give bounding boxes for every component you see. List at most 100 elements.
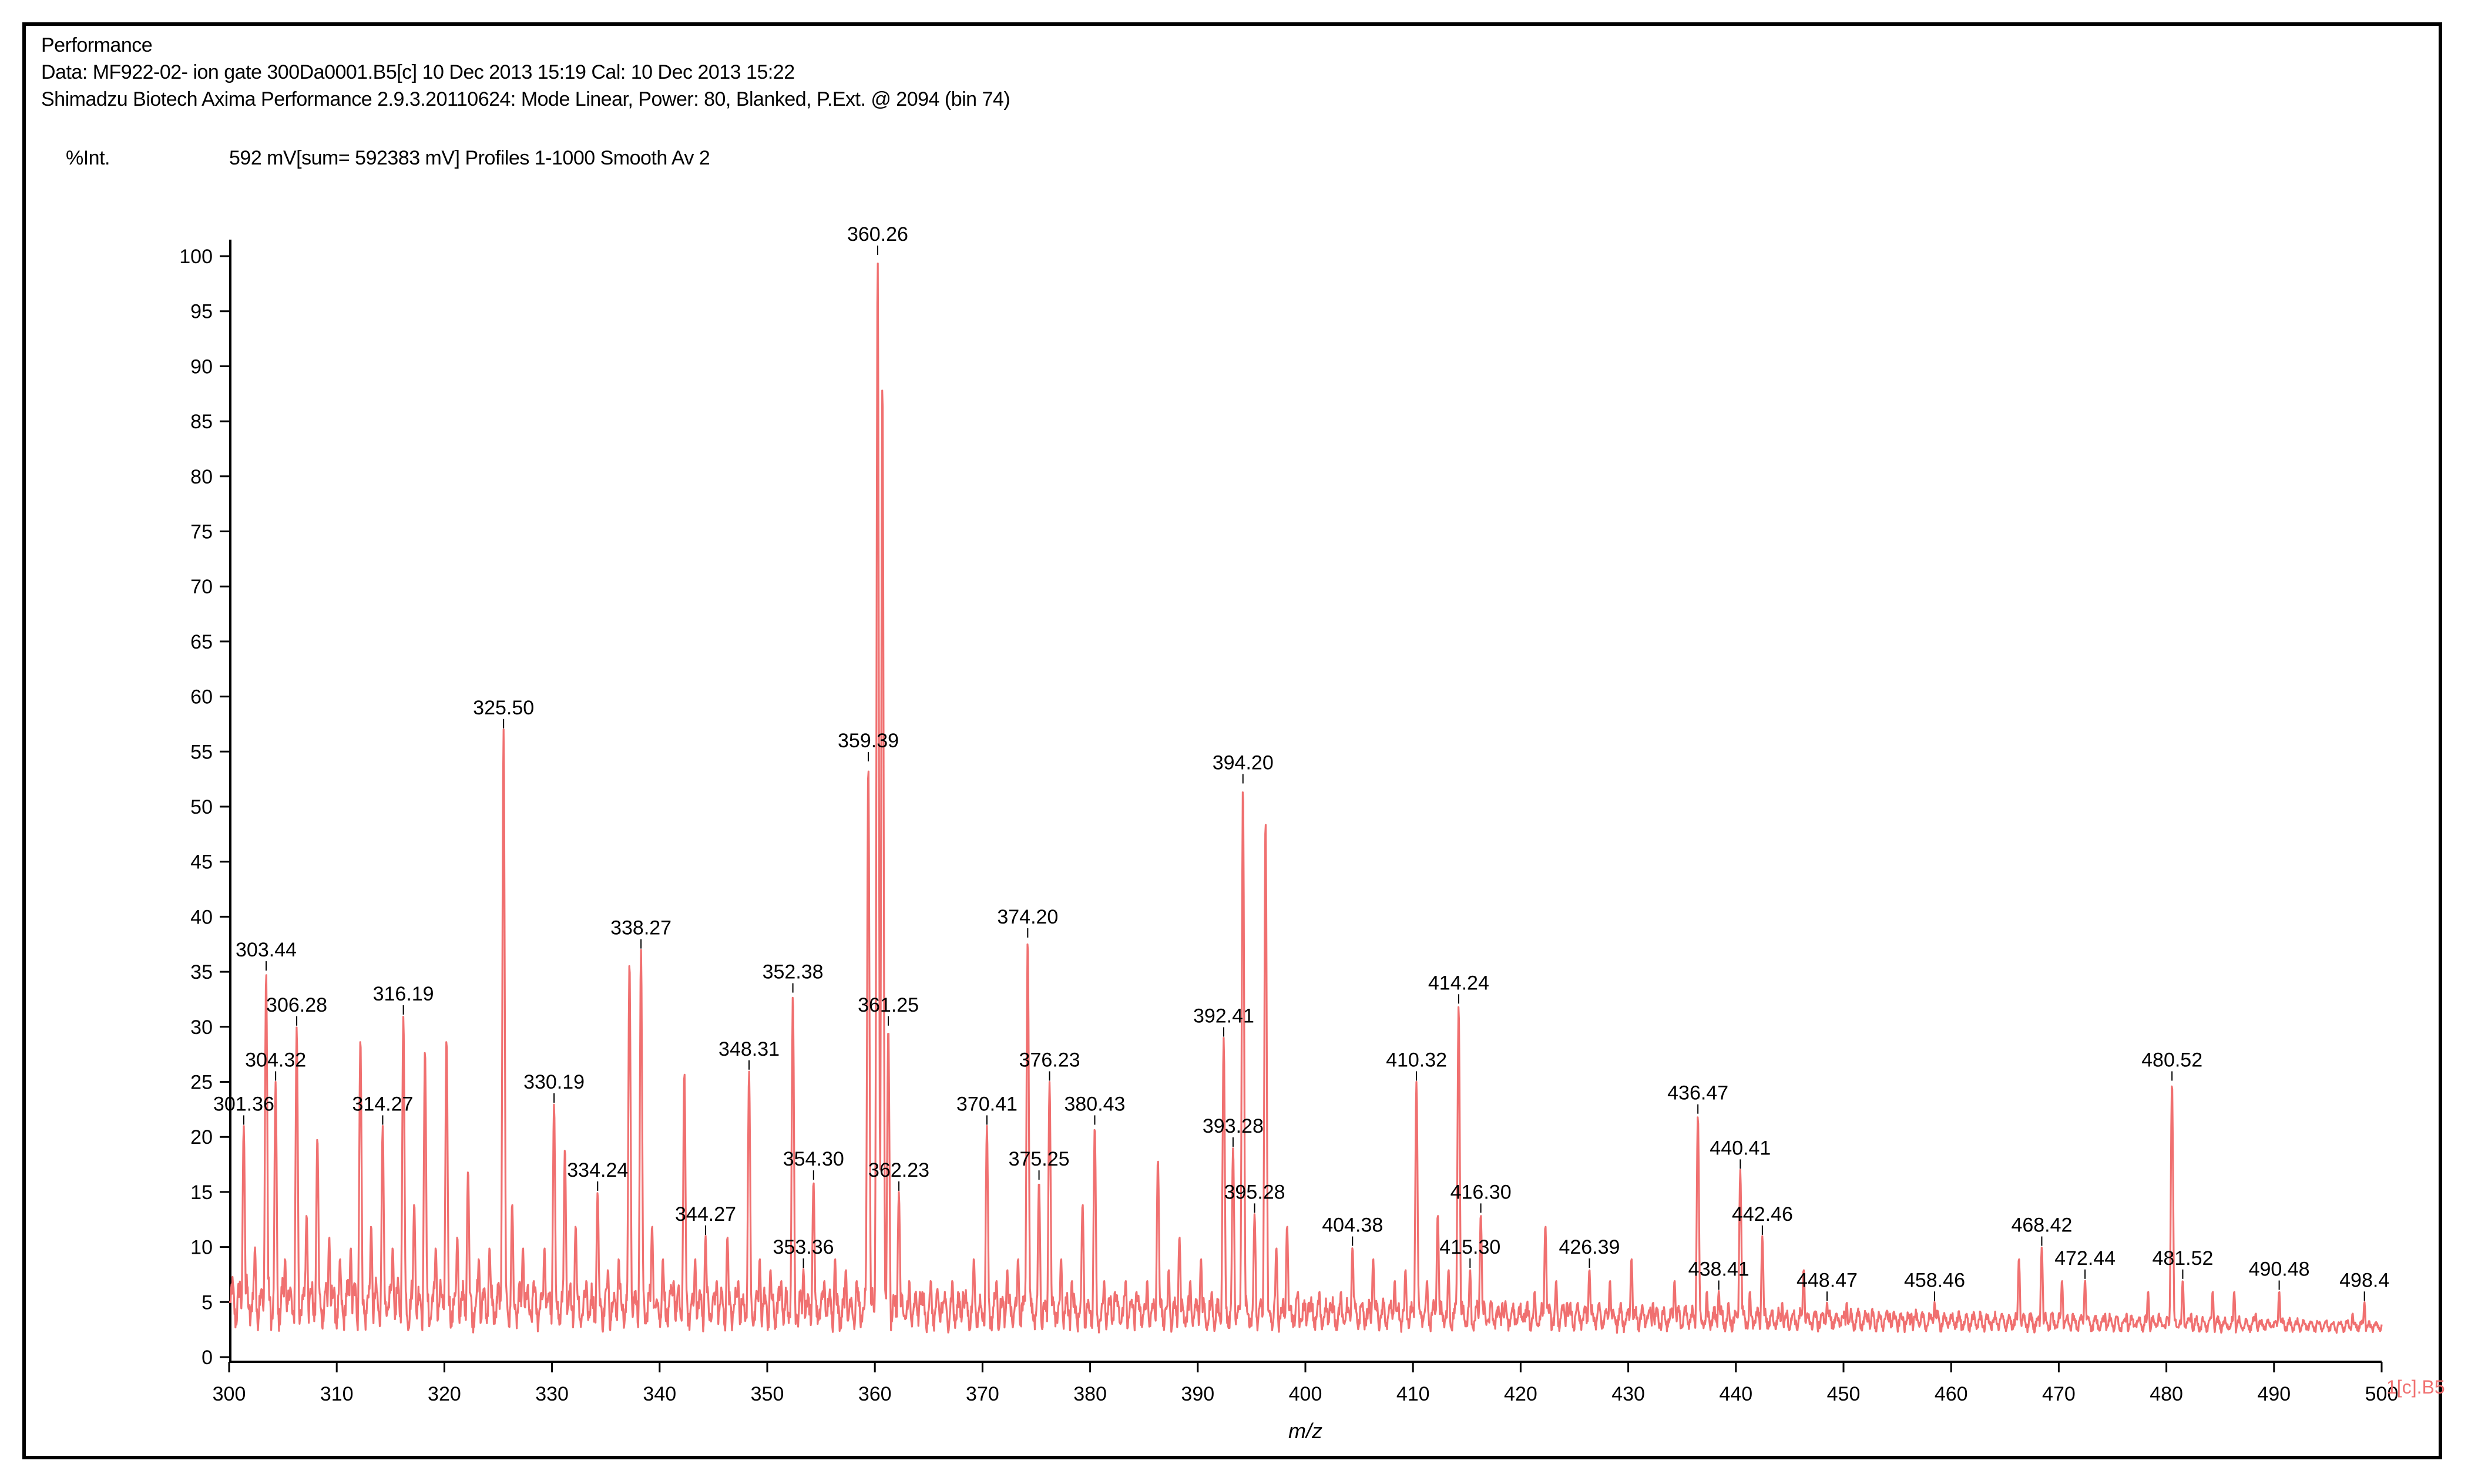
x-tick-label-480: 480 xyxy=(2150,1383,2183,1405)
peak-label-344.27: 344.27 xyxy=(675,1203,736,1226)
peak-label-416.30: 416.30 xyxy=(1450,1181,1512,1203)
y-tick-label-50: 50 xyxy=(190,796,213,818)
peak-label-376.23: 376.23 xyxy=(1019,1049,1080,1072)
peak-label-380.43: 380.43 xyxy=(1064,1093,1125,1115)
x-tick-label-430: 430 xyxy=(1611,1383,1645,1405)
peak-label-440.41: 440.41 xyxy=(1710,1137,1771,1159)
trace-tag: 1[c].B5 xyxy=(2386,1376,2445,1398)
y-tick-label-25: 25 xyxy=(190,1072,213,1094)
y-tick-label-95: 95 xyxy=(190,301,213,323)
y-tick-label-65: 65 xyxy=(190,631,213,653)
peak-label-316.19: 316.19 xyxy=(373,983,434,1005)
x-tick-label-390: 390 xyxy=(1181,1383,1214,1405)
data-info-line: Data: MF922-02- ion gate 300Da0001.B5[c]… xyxy=(41,61,795,83)
peak-label-338.27: 338.27 xyxy=(610,917,671,939)
x-tick-label-350: 350 xyxy=(751,1383,784,1405)
y-tick-label-0: 0 xyxy=(202,1347,213,1369)
peak-label-472.44: 472.44 xyxy=(2054,1247,2116,1270)
peak-label-304.32: 304.32 xyxy=(245,1049,306,1072)
peak-label-314.27: 314.27 xyxy=(352,1093,413,1115)
peak-label-490.48: 490.48 xyxy=(2249,1258,2310,1281)
y-tick-label-70: 70 xyxy=(190,576,213,598)
y-tick-label-10: 10 xyxy=(190,1237,213,1259)
peak-label-375.25: 375.25 xyxy=(1009,1148,1070,1170)
peak-label-362.23: 362.23 xyxy=(868,1159,929,1181)
peak-label-348.31: 348.31 xyxy=(718,1038,780,1060)
peak-label-374.20: 374.20 xyxy=(997,906,1058,928)
peak-label-306.28: 306.28 xyxy=(266,994,327,1016)
x-tick-label-340: 340 xyxy=(643,1383,676,1405)
y-tick-label-80: 80 xyxy=(190,466,213,488)
intensity-info: 592 mV[sum= 592383 mV] Profiles 1-1000 S… xyxy=(229,147,710,169)
peak-label-414.24: 414.24 xyxy=(1428,972,1489,994)
peak-label-404.38: 404.38 xyxy=(1322,1214,1383,1237)
y-tick-label-75: 75 xyxy=(190,521,213,543)
peak-label-334.24: 334.24 xyxy=(567,1159,628,1181)
y-unit-label: %Int. xyxy=(66,147,110,169)
peak-label-325.50: 325.50 xyxy=(473,697,534,719)
peak-label-395.28: 395.28 xyxy=(1224,1181,1285,1203)
y-tick-label-90: 90 xyxy=(190,355,213,378)
y-tick-label-30: 30 xyxy=(190,1016,213,1039)
spectrum-trace xyxy=(229,262,2383,1334)
x-tick-label-420: 420 xyxy=(1504,1383,1537,1405)
peak-label-468.42: 468.42 xyxy=(2011,1214,2072,1237)
x-tick-label-300: 300 xyxy=(213,1383,246,1405)
y-tick-label-55: 55 xyxy=(190,741,213,763)
y-tick-label-20: 20 xyxy=(190,1126,213,1149)
x-tick-label-360: 360 xyxy=(858,1383,892,1405)
peak-label-448.47: 448.47 xyxy=(1797,1269,1858,1291)
x-tick-label-410: 410 xyxy=(1396,1383,1430,1405)
y-tick-label-60: 60 xyxy=(190,686,213,709)
chart-title: Performance xyxy=(41,34,153,56)
instrument-info-line: Shimadzu Biotech Axima Performance 2.9.3… xyxy=(41,88,1010,110)
peak-label-354.30: 354.30 xyxy=(783,1148,844,1170)
peak-label-438.41: 438.41 xyxy=(1688,1258,1750,1281)
peak-label-394.20: 394.20 xyxy=(1213,752,1274,774)
y-tick-label-100: 100 xyxy=(179,246,213,268)
peak-label-442.46: 442.46 xyxy=(1732,1203,1793,1226)
x-tick-label-500: 500 xyxy=(2365,1383,2399,1405)
y-tick-label-85: 85 xyxy=(190,411,213,433)
peak-label-458.46: 458.46 xyxy=(1904,1269,1965,1291)
x-tick-label-490: 490 xyxy=(2257,1383,2291,1405)
y-tick-label-5: 5 xyxy=(202,1291,213,1314)
peak-label-301.36: 301.36 xyxy=(213,1093,274,1115)
y-tick-label-45: 45 xyxy=(190,851,213,874)
peak-label-353.36: 353.36 xyxy=(773,1236,834,1258)
peak-label-359.39: 359.39 xyxy=(838,730,899,752)
x-tick-label-320: 320 xyxy=(428,1383,461,1405)
peak-label-410.32: 410.32 xyxy=(1386,1049,1447,1072)
y-tick-label-15: 15 xyxy=(190,1181,213,1204)
y-tick-label-35: 35 xyxy=(190,961,213,983)
peak-label-330.19: 330.19 xyxy=(523,1071,585,1093)
peak-label-303.44: 303.44 xyxy=(236,939,297,961)
peak-label-480.52: 480.52 xyxy=(2141,1049,2202,1072)
trace-layer xyxy=(229,262,2383,1334)
peak-label-361.25: 361.25 xyxy=(858,994,919,1016)
x-tick-label-330: 330 xyxy=(535,1383,569,1405)
x-tick-label-310: 310 xyxy=(320,1383,354,1405)
peak-label-481.52: 481.52 xyxy=(2152,1247,2213,1270)
peak-label-436.47: 436.47 xyxy=(1667,1082,1728,1104)
y-tick-label-40: 40 xyxy=(190,906,213,928)
x-tick-label-440: 440 xyxy=(1719,1383,1752,1405)
x-tick-label-370: 370 xyxy=(966,1383,999,1405)
x-tick-label-470: 470 xyxy=(2042,1383,2076,1405)
peak-label-360.26: 360.26 xyxy=(847,223,908,246)
peak-label-415.30: 415.30 xyxy=(1439,1236,1500,1258)
x-axis-label: m/z xyxy=(1288,1419,1322,1443)
x-tick-label-400: 400 xyxy=(1289,1383,1322,1405)
x-tick-label-460: 460 xyxy=(1935,1383,1968,1405)
peak-label-370.41: 370.41 xyxy=(956,1093,1018,1115)
axes: 300 310 320 330 340 350 360 370 380 390 400 410 420 4… xyxy=(179,239,2399,1405)
peak-label-392.41: 392.41 xyxy=(1193,1005,1254,1028)
peak-label-352.38: 352.38 xyxy=(763,961,824,983)
peak-label-498.4: 498.4 xyxy=(2339,1269,2389,1291)
x-tick-label-380: 380 xyxy=(1073,1383,1107,1405)
peak-label-426.39: 426.39 xyxy=(1559,1236,1620,1258)
peak-label-layer: 301.36 303.44 304.32 306.28 314.27 316.19 325.… xyxy=(213,223,2389,1301)
peak-label-393.28: 393.28 xyxy=(1203,1115,1264,1137)
x-tick-label-450: 450 xyxy=(1827,1383,1861,1405)
